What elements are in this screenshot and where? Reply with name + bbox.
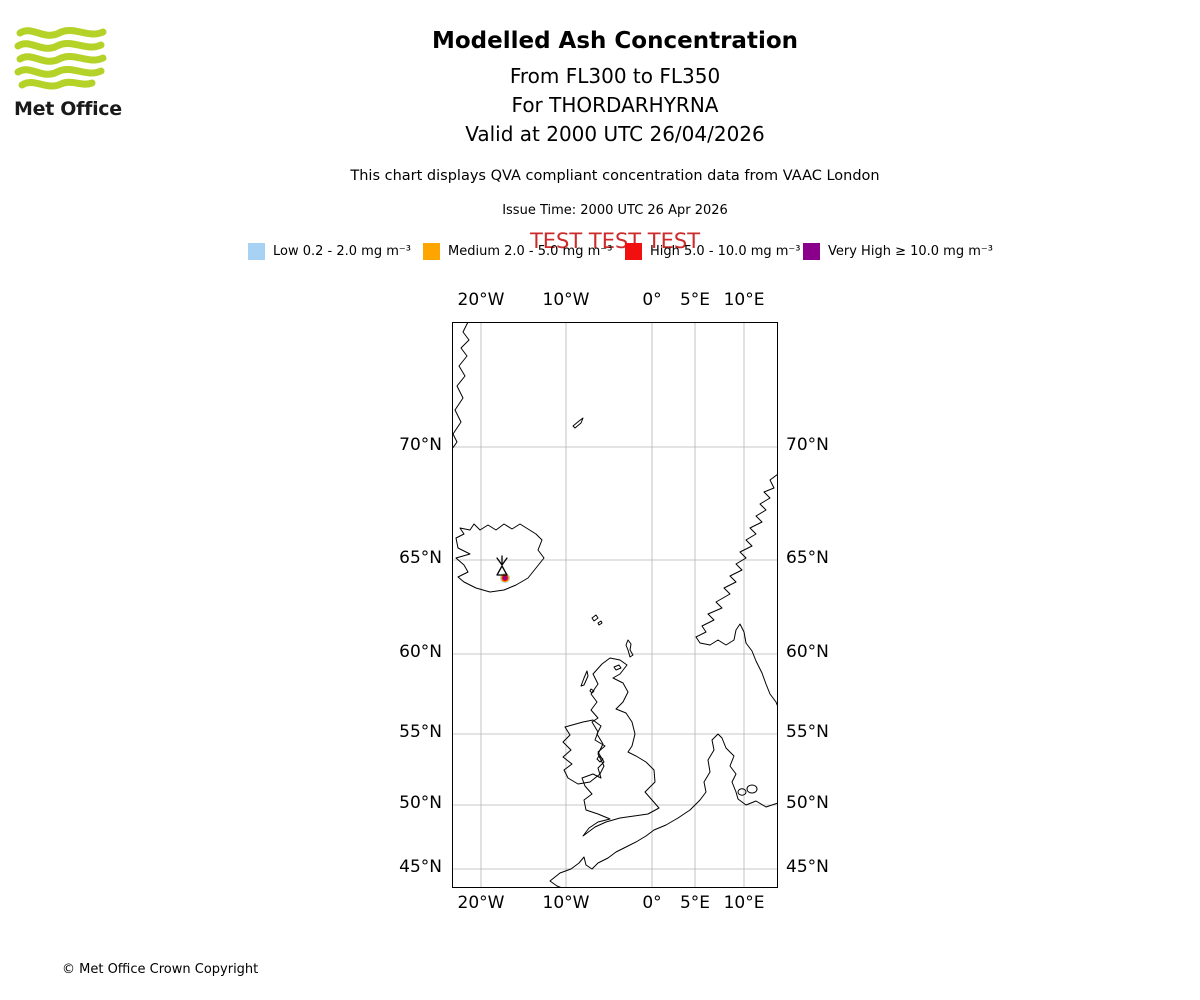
volcano-icon xyxy=(496,555,508,576)
lat-label-right: 70°N xyxy=(786,435,829,455)
legend-item-high: High 5.0 - 10.0 mg m⁻³ xyxy=(625,243,801,260)
lat-label-left: 45°N xyxy=(399,857,442,877)
legend-label-medium: Medium 2.0 - 5.0 mg m⁻³ xyxy=(448,244,613,259)
legend-swatch-high xyxy=(625,243,642,260)
coast-hebrides xyxy=(580,670,595,694)
lat-label-left: 55°N xyxy=(399,722,442,742)
lat-label-right: 45°N xyxy=(786,857,829,877)
legend-item-medium: Medium 2.0 - 5.0 mg m⁻³ xyxy=(423,243,612,260)
lon-label-bottom: 0° xyxy=(642,893,662,913)
chart-description: This chart displays QVA compliant concen… xyxy=(350,168,880,184)
copyright-text: © Met Office Crown Copyright xyxy=(62,962,259,977)
coast-greenland xyxy=(452,322,470,450)
ash-contour-very-high xyxy=(503,576,507,580)
lon-label-top: 10°W xyxy=(542,290,590,310)
map-svg xyxy=(452,322,778,888)
met-office-logo: Met Office xyxy=(14,24,134,120)
subtitle-flight-levels: From FL300 to FL350 xyxy=(509,64,721,88)
lat-label-left: 65°N xyxy=(399,548,442,568)
subtitle-volcano: For THORDARHYRNA xyxy=(511,93,719,117)
coast-zealand xyxy=(746,784,758,794)
map-border xyxy=(452,322,778,888)
legend-label-low: Low 0.2 - 2.0 mg m⁻³ xyxy=(273,244,411,259)
coast-isle-of-man xyxy=(596,755,604,763)
coast-orkney xyxy=(613,664,622,671)
coast-great-britain xyxy=(581,657,660,837)
lon-label-top: 0° xyxy=(642,290,662,310)
grid-lines xyxy=(452,322,778,888)
legend-label-high: High 5.0 - 10.0 mg m⁻³ xyxy=(650,244,801,259)
lon-label-bottom: 20°W xyxy=(457,893,505,913)
coast-shetland xyxy=(625,639,634,658)
lon-label-top: 20°W xyxy=(457,290,505,310)
coast-jan-mayen xyxy=(572,417,584,429)
coast-iceland xyxy=(455,523,545,593)
lat-label-left: 60°N xyxy=(399,642,442,662)
lat-label-left: 50°N xyxy=(399,793,442,813)
lon-label-bottom: 10°W xyxy=(542,893,590,913)
lat-label-right: 60°N xyxy=(786,642,829,662)
coast-funen xyxy=(737,788,747,796)
lon-label-bottom: 5°E xyxy=(679,893,711,913)
coast-denmark-continent xyxy=(549,733,778,888)
header: Modelled Ash Concentration From FL300 to… xyxy=(30,28,1200,253)
page-title: Modelled Ash Concentration xyxy=(431,28,799,54)
coast-norway-sweden xyxy=(695,473,778,708)
subtitle-valid-time: Valid at 2000 UTC 26/04/2026 xyxy=(465,122,765,146)
lon-label-top: 10°E xyxy=(723,290,765,310)
legend-item-very-high: Very High ≥ 10.0 mg m⁻³ xyxy=(803,243,993,260)
lat-label-left: 70°N xyxy=(399,435,442,455)
coast-faroe-islands xyxy=(591,614,603,626)
legend-swatch-low xyxy=(248,243,265,260)
test-banner: TEST TEST TEST xyxy=(529,229,701,253)
lat-label-right: 65°N xyxy=(786,548,829,568)
legend-swatch-very-high xyxy=(803,243,820,260)
coastlines xyxy=(452,322,778,888)
coast-ireland xyxy=(562,719,605,785)
legend-item-low: Low 0.2 - 2.0 mg m⁻³ xyxy=(248,243,411,260)
legend-swatch-medium xyxy=(423,243,440,260)
logo-brand: Met Office xyxy=(14,98,122,120)
lat-label-right: 50°N xyxy=(786,793,829,813)
lat-label-right: 55°N xyxy=(786,722,829,742)
logo-waves-icon xyxy=(14,26,107,90)
issue-time: Issue Time: 2000 UTC 26 Apr 2026 xyxy=(502,203,728,218)
legend-label-very-high: Very High ≥ 10.0 mg m⁻³ xyxy=(828,244,993,259)
lon-label-top: 5°E xyxy=(679,290,711,310)
lon-label-bottom: 10°E xyxy=(723,893,765,913)
